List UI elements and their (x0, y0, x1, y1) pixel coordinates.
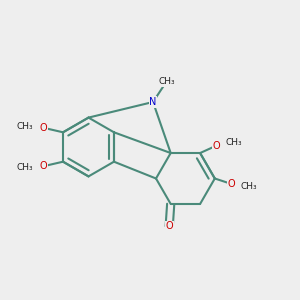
Text: CH₃: CH₃ (16, 163, 33, 172)
Text: O: O (165, 221, 173, 232)
Text: CH₃: CH₃ (158, 77, 175, 86)
Text: N: N (149, 97, 157, 107)
Text: O: O (213, 140, 220, 151)
Text: CH₃: CH₃ (226, 138, 242, 147)
Text: CH₃: CH₃ (240, 182, 257, 191)
Text: CH₃: CH₃ (16, 122, 33, 131)
Text: O: O (227, 179, 235, 189)
Text: O: O (40, 123, 47, 133)
Text: O: O (40, 161, 47, 171)
